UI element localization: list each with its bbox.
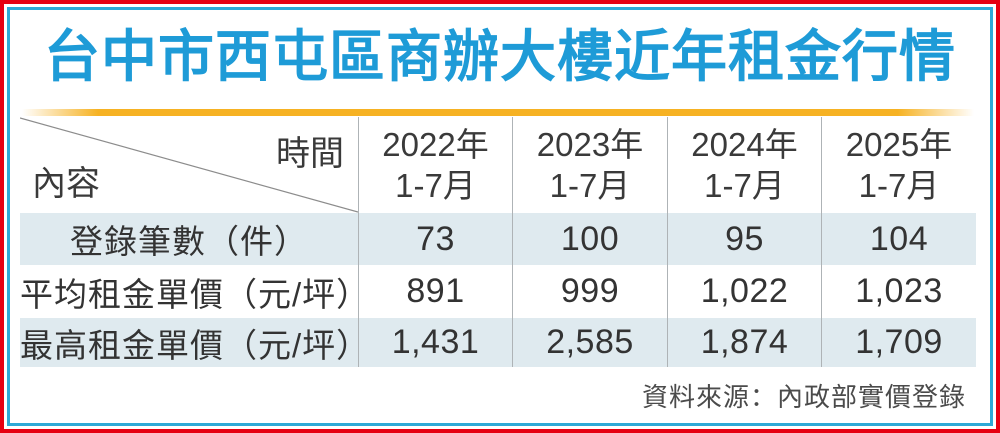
col-header-2025: 2025年 1-7月 [821,117,976,213]
table-cell-value: 1,023 [821,265,976,318]
col-header-2024: 2024年 1-7月 [667,117,821,213]
source-note: 資料來源：內政部實價登錄 [641,382,966,412]
gold-divider [22,109,974,116]
col-header-year: 2025年 [845,126,953,163]
col-header-year: 2022年 [382,126,489,163]
table-cell-value: 100 [512,213,667,265]
table-cell-value: 1,431 [358,318,512,367]
col-header-period: 1-7月 [704,167,785,204]
row-label: 登錄筆數（件） [20,213,358,265]
diagonal-line [20,117,358,213]
col-header-year: 2024年 [691,126,798,163]
table-cell-value: 2,585 [512,318,667,367]
col-header-period: 1-7月 [858,167,940,204]
col-header-period: 1-7月 [395,167,476,204]
table-cell-value: 1,874 [667,318,821,367]
table-cell-value: 73 [358,213,512,265]
corner-time-label: 時間 [276,135,344,173]
table-cell-value: 104 [821,213,976,265]
row-label: 平均租金單價（元/坪） [20,275,371,313]
rent-table: 時間 內容 2022年 1-7月 2023年 1-7月 2024年 1-7月 2… [20,117,976,367]
page-title: 台中市西屯區商辦大樓近年租金行情 [44,25,956,88]
table-cell-value: 891 [358,265,512,318]
table-cell-value: 1,022 [667,265,821,318]
row-label: 最高租金單價（元/坪） [20,318,369,367]
col-header-2023: 2023年 1-7月 [512,117,667,213]
table-cell-value: 999 [512,265,667,318]
corner-cell: 時間 內容 [20,117,358,213]
col-header-year: 2023年 [536,126,644,163]
col-header-2022: 2022年 1-7月 [358,117,512,213]
col-header-period: 1-7月 [549,167,631,204]
table-cell-value: 1,709 [821,318,976,367]
corner-content-label: 內容 [32,165,100,203]
table-cell-value: 95 [667,213,821,265]
